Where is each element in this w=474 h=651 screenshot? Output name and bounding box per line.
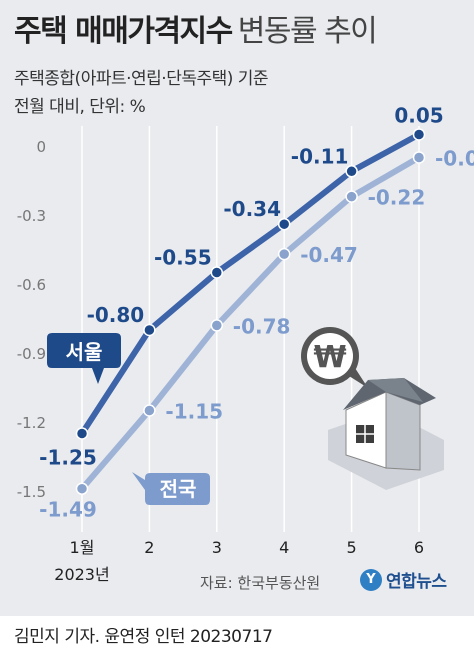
series-lines <box>79 131 422 492</box>
data-point <box>143 404 156 417</box>
subtitle-basis: 주택종합(아파트·연립·단독주택) 기준 <box>14 69 269 89</box>
data-label: -1.25 <box>39 446 97 470</box>
illustration: ₩ <box>301 327 444 490</box>
data-label: -0.05 <box>435 147 474 171</box>
data-point <box>345 190 358 203</box>
series-points <box>75 128 426 495</box>
data-point <box>345 165 358 178</box>
title-sub: 변동률 추이 <box>237 14 378 49</box>
logo-text: 연합뉴스 <box>386 572 447 592</box>
y-tick-label: -0.6 <box>17 276 46 294</box>
x-tick-label: 3 <box>212 538 222 557</box>
data-label: -1.49 <box>39 498 97 522</box>
x-axis-ticks: 1월 2 3 4 5 6 2023년 <box>54 538 424 584</box>
data-label: -0.22 <box>368 186 426 210</box>
series-line-seoul <box>79 131 422 437</box>
data-label: -0.55 <box>154 246 212 270</box>
credit-line: 김민지 기자. 윤연정 인턴 20230717 <box>14 627 273 647</box>
series-callouts: 서울 전국 <box>47 333 210 505</box>
y-tick-label: 0 <box>36 138 46 156</box>
y-tick-label: -1.2 <box>17 414 46 432</box>
data-point <box>277 217 291 231</box>
y-tick-label: -0.3 <box>17 207 46 225</box>
data-label: -0.80 <box>87 303 145 327</box>
title-main: 주택 매매가격지수 <box>14 14 233 49</box>
won-coin-icon: ₩ <box>301 327 368 388</box>
series-line-national <box>79 154 422 492</box>
data-label: -0.47 <box>300 243 358 267</box>
x-year-label: 2023년 <box>54 565 109 584</box>
line-chart: 0 -0.3 -0.6 -0.9 -1.2 -1.5 1월 2 3 4 5 6 2023년 ₩ 서울 … <box>17 104 474 585</box>
data-point <box>277 247 291 261</box>
data-label: 0.05 <box>394 104 443 128</box>
data-point <box>75 427 89 440</box>
y-tick-label: -0.9 <box>17 345 46 363</box>
callout-seoul: 서울 <box>47 333 121 384</box>
chart-title: 주택 매매가격지수 변동률 추이 <box>14 6 378 50</box>
subtitle-unit: 전월 대비, 단위: % <box>14 97 146 117</box>
data-point <box>412 151 426 164</box>
y-tick-label: -1.5 <box>17 483 46 501</box>
source-note: 자료: 한국부동산원 <box>200 574 321 592</box>
data-label: -1.15 <box>165 400 223 424</box>
callout-national: 전국 <box>132 472 210 505</box>
data-labels: -1.25 -0.80 -0.55 -0.34 -0.11 0.05 -1.49 -1.15 -… <box>39 104 474 522</box>
data-point <box>75 482 89 495</box>
x-tick-label: 2 <box>144 538 154 557</box>
house-icon <box>328 378 444 490</box>
logo-mark-icon: Y <box>360 568 382 591</box>
won-symbol: ₩ <box>313 340 346 375</box>
yonhap-logo: Y 연합뉴스 <box>360 567 447 592</box>
legend-seoul: 서울 <box>66 340 103 364</box>
x-tick-label: 1월 <box>70 538 95 557</box>
x-tick-label: 6 <box>414 538 424 557</box>
y-axis-ticks: 0 -0.3 -0.6 -0.9 -1.2 -1.5 <box>17 138 46 501</box>
x-tick-label: 5 <box>347 538 357 557</box>
legend-national: 전국 <box>160 477 197 501</box>
data-point <box>143 323 156 337</box>
data-point <box>210 266 224 279</box>
data-label: -0.11 <box>291 144 349 168</box>
data-point <box>210 319 224 332</box>
data-label: -0.78 <box>233 314 291 338</box>
data-point <box>412 128 426 141</box>
data-label: -0.34 <box>223 197 281 221</box>
x-tick-label: 4 <box>279 538 289 557</box>
